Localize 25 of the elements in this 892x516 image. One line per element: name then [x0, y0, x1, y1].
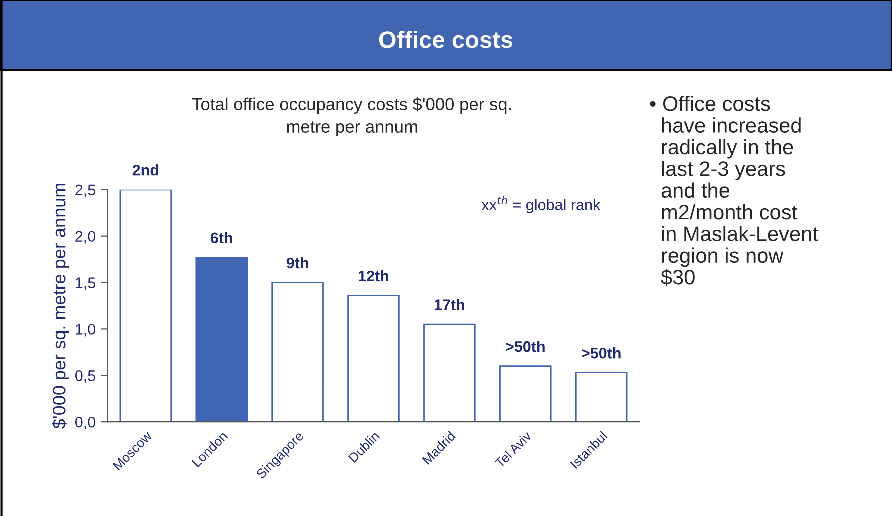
text: • Office costs have increased radically in the last 2-3 years and the m2/month cost in Maslak-Levent region is now $30 — [650, 96, 818, 286]
annotation: >50th — [506, 341, 545, 352]
y-tick-label: 1,5 — [76, 278, 96, 290]
bar — [120, 190, 172, 422]
bar — [196, 256, 248, 422]
annotation: 6th — [210, 232, 232, 244]
bar — [272, 282, 324, 422]
bar — [575, 372, 628, 422]
annotation: 9th — [286, 257, 308, 269]
annotation: 17th — [434, 299, 464, 310]
y-tick-label: 0,0 — [75, 416, 96, 430]
bar — [500, 366, 552, 422]
y-tick-label: 1,0 — [76, 324, 96, 337]
chart-subtitle: Total office occupancy costs $'000 per sq. metre per annum — [192, 98, 512, 136]
y-tick-label: 2,0 — [76, 231, 96, 244]
annotation: 2nd — [132, 164, 158, 176]
y-axis-title: $'000 per sq. metre per annum — [52, 184, 70, 429]
y-tick-label: 2,5 — [76, 184, 96, 198]
bar — [348, 295, 400, 422]
annotation: >50th — [582, 348, 621, 359]
y-tick-label: 0,5 — [75, 370, 96, 384]
annotation: xx$^{th}$ = global rank — [482, 196, 601, 214]
chart-title: Office costs — [379, 30, 513, 48]
annotation: 12th — [359, 270, 389, 282]
bar — [424, 324, 476, 422]
